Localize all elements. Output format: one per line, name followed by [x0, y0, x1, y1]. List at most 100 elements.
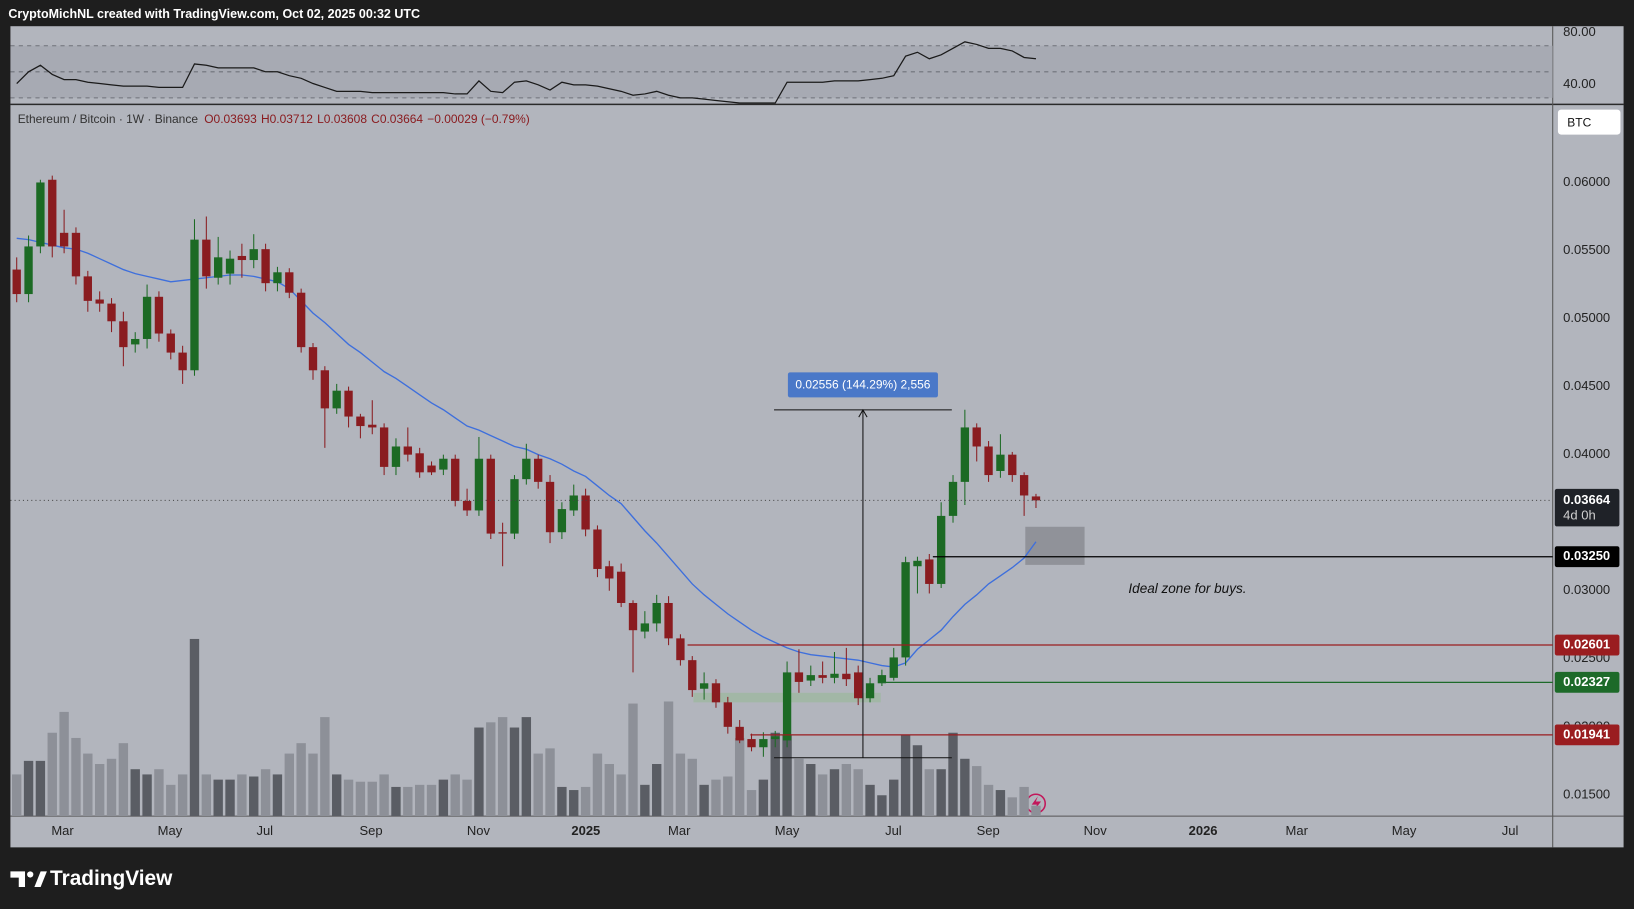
- x-tick-label: May: [158, 823, 183, 838]
- candle-body: [237, 255, 247, 261]
- level-label: 0.02601: [1563, 636, 1610, 651]
- candle-body: [830, 673, 839, 678]
- volume-bar: [770, 732, 780, 817]
- volume-bar: [533, 753, 543, 817]
- volume-bar: [12, 774, 22, 817]
- candle-body: [95, 299, 104, 304]
- candle-body: [545, 481, 555, 533]
- candle-body: [972, 427, 981, 447]
- candle-body: [154, 296, 164, 334]
- candle-body: [747, 739, 756, 748]
- candle-body: [249, 249, 258, 261]
- candle-body: [1031, 496, 1041, 501]
- volume-bar: [628, 703, 638, 817]
- zone: [1025, 526, 1085, 565]
- candle-body: [48, 179, 57, 247]
- candle-body: [794, 672, 804, 682]
- volume-bar: [249, 776, 259, 817]
- rsi-tick-label: 80.00: [1563, 24, 1596, 39]
- volume-bar: [841, 764, 852, 817]
- plot: [12, 175, 1085, 817]
- x-tick-label: Mar: [668, 823, 691, 838]
- candle-body: [901, 562, 910, 658]
- candle-body: [190, 239, 199, 371]
- volume-bar: [130, 769, 140, 817]
- candle-body: [557, 509, 567, 533]
- countdown-label: 4d 0h: [1563, 507, 1596, 522]
- volume-bar: [948, 732, 958, 817]
- volume-bar: [900, 734, 911, 817]
- volume-bar: [652, 764, 662, 817]
- legend: Ethereum / Bitcoin · 1W · Binance O0.0369…: [18, 112, 530, 126]
- candle-body: [913, 560, 922, 567]
- candle-body: [818, 675, 827, 678]
- volume-bar: [983, 784, 994, 817]
- y-tick-label: 0.04500: [1563, 378, 1610, 393]
- rsi-line: [16, 41, 1037, 104]
- volume-bar: [450, 774, 460, 817]
- currency-label[interactable]: BTC: [1567, 115, 1591, 129]
- level-label-box: [1554, 724, 1620, 746]
- volume-bar: [189, 638, 200, 817]
- candle-body: [119, 321, 128, 348]
- volume-bar: [557, 786, 567, 817]
- volume-bar: [865, 784, 875, 817]
- candle-body: [225, 258, 235, 274]
- candle-body: [782, 672, 792, 741]
- volume-bar: [853, 769, 863, 817]
- candle-body: [996, 454, 1005, 471]
- legend-symbol: Ethereum / Bitcoin · 1W · Binance: [18, 112, 199, 126]
- volume-bar: [1031, 805, 1041, 817]
- candle-body: [379, 427, 389, 467]
- volume-bar: [545, 748, 555, 817]
- level-label-box: [1554, 671, 1620, 693]
- x-tick-label: 2026: [1189, 823, 1218, 838]
- x-tick-label: Jul: [256, 823, 273, 838]
- x-tick-label: Mar: [51, 823, 74, 838]
- volume-bar: [960, 758, 970, 817]
- candle-body: [131, 338, 140, 345]
- volume-bar: [154, 769, 164, 817]
- volume-bar: [367, 781, 377, 817]
- volume-bar: [47, 732, 57, 817]
- candle-body: [439, 458, 448, 470]
- volume-bar: [782, 734, 792, 817]
- candle-body: [474, 458, 484, 511]
- volume-bar: [972, 766, 982, 817]
- candle-body: [261, 249, 270, 284]
- volume-bar: [486, 722, 496, 817]
- volume-bar: [509, 727, 520, 817]
- volume-bar: [166, 784, 176, 817]
- candle-body: [332, 390, 341, 409]
- logo-mark: [10, 871, 26, 887]
- candle-body: [24, 246, 33, 295]
- currency-button[interactable]: [1557, 109, 1621, 135]
- volume-bar: [474, 727, 484, 817]
- candle-body: [296, 292, 306, 348]
- volume-bar: [260, 769, 271, 817]
- candle-body: [652, 602, 661, 624]
- candle-body: [865, 683, 875, 699]
- candle-body: [1008, 454, 1017, 476]
- candle-body: [854, 672, 863, 699]
- level-label-box: [1554, 546, 1620, 568]
- volume-bar: [734, 737, 745, 817]
- volume-bar: [877, 795, 887, 817]
- candle-body: [83, 276, 92, 301]
- volume-bar: [332, 774, 342, 817]
- volume-bar: [699, 784, 709, 817]
- volume-bar: [83, 753, 93, 817]
- candle-body: [640, 623, 650, 632]
- legend-high: H0.03712: [261, 112, 313, 126]
- volume-bar: [1019, 786, 1029, 817]
- candle-body: [12, 269, 21, 295]
- candle-body: [166, 333, 175, 353]
- volume-bar: [462, 779, 472, 817]
- volume-bar: [94, 764, 105, 817]
- tradingview-logo: TradingView: [10, 867, 173, 890]
- volume-bar: [414, 784, 425, 817]
- candle-body: [616, 571, 626, 603]
- volume-bar: [213, 779, 223, 817]
- candle-body: [202, 239, 211, 277]
- volume-bar: [521, 717, 532, 817]
